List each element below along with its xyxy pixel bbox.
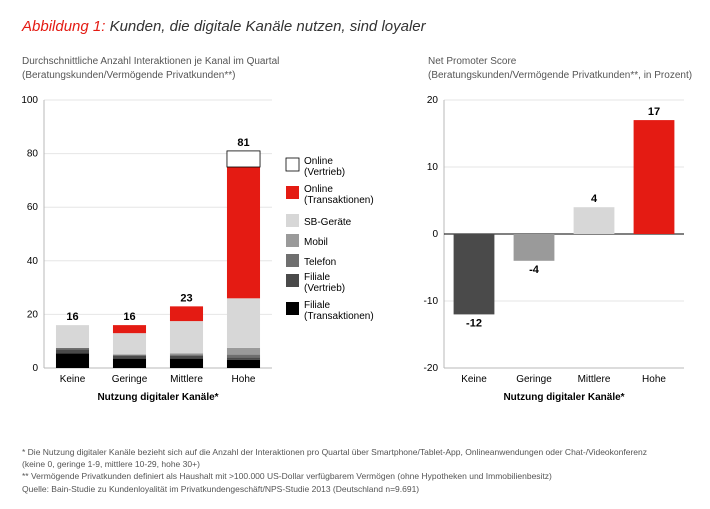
- svg-text:40: 40: [27, 256, 39, 267]
- svg-text:-12: -12: [466, 317, 482, 329]
- svg-text:16: 16: [66, 311, 78, 323]
- svg-text:Online: Online: [304, 184, 333, 195]
- svg-text:Filiale: Filiale: [304, 272, 331, 283]
- svg-text:Mittlere: Mittlere: [578, 374, 611, 385]
- svg-text:(Transaktionen): (Transaktionen): [304, 311, 374, 322]
- right-chart: -20 -10 0 10 20 -12 Keine -4 Geringe 4 Mittlere 17 H…: [420, 88, 700, 418]
- svg-text:81: 81: [237, 137, 249, 149]
- svg-text:Mobil: Mobil: [304, 237, 328, 248]
- svg-text:Nutzung digitaler Kanäle*: Nutzung digitaler Kanäle*: [97, 392, 218, 403]
- svg-text:Geringe: Geringe: [516, 374, 552, 385]
- svg-text:20: 20: [27, 309, 39, 320]
- footnotes: * Die Nutzung digitaler Kanäle bezieht s…: [22, 446, 647, 495]
- figure-title: Abbildung 1: Kunden, die digitale Kanäle…: [22, 18, 426, 35]
- svg-text:10: 10: [427, 162, 439, 173]
- figure-subtitle: Kunden, die digitale Kanäle nutzen, sind…: [110, 18, 426, 35]
- svg-text:20: 20: [427, 95, 439, 106]
- left-chart: 0 20 40 60 80 100 16 Keine 16 Geringe 23 Mittlere 81…: [12, 88, 412, 418]
- svg-text:16: 16: [123, 311, 135, 323]
- svg-text:-4: -4: [529, 264, 540, 276]
- svg-text:80: 80: [27, 149, 39, 160]
- svg-text:(Vertrieb): (Vertrieb): [304, 167, 345, 178]
- svg-text:Mittlere: Mittlere: [170, 374, 203, 385]
- right-chart-subtitle: Net Promoter Score (Beratungskunden/Verm…: [428, 55, 692, 82]
- svg-text:Hohe: Hohe: [232, 374, 256, 385]
- svg-text:100: 100: [21, 95, 38, 106]
- svg-text:4: 4: [591, 193, 598, 205]
- svg-text:Hohe: Hohe: [642, 374, 666, 385]
- svg-text:Keine: Keine: [461, 374, 487, 385]
- svg-text:Telefon: Telefon: [304, 257, 336, 268]
- figure-label: Abbildung 1:: [22, 18, 105, 35]
- svg-text:0: 0: [432, 229, 438, 240]
- svg-text:(Vertrieb): (Vertrieb): [304, 283, 345, 294]
- left-chart-subtitle: Durchschnittliche Anzahl Interaktionen j…: [22, 55, 279, 82]
- svg-text:(Transaktionen): (Transaktionen): [304, 195, 374, 206]
- svg-text:Online: Online: [304, 156, 333, 167]
- svg-text:60: 60: [27, 202, 39, 213]
- svg-text:Geringe: Geringe: [112, 374, 148, 385]
- svg-text:-20: -20: [424, 363, 439, 374]
- svg-text:0: 0: [32, 363, 38, 374]
- svg-text:Keine: Keine: [60, 374, 86, 385]
- svg-text:Filiale: Filiale: [304, 300, 331, 311]
- svg-text:-10: -10: [424, 296, 439, 307]
- svg-text:17: 17: [648, 106, 660, 118]
- svg-text:23: 23: [180, 292, 192, 304]
- svg-text:Nutzung digitaler Kanäle*: Nutzung digitaler Kanäle*: [503, 392, 624, 403]
- svg-text:SB-Geräte: SB-Geräte: [304, 217, 352, 228]
